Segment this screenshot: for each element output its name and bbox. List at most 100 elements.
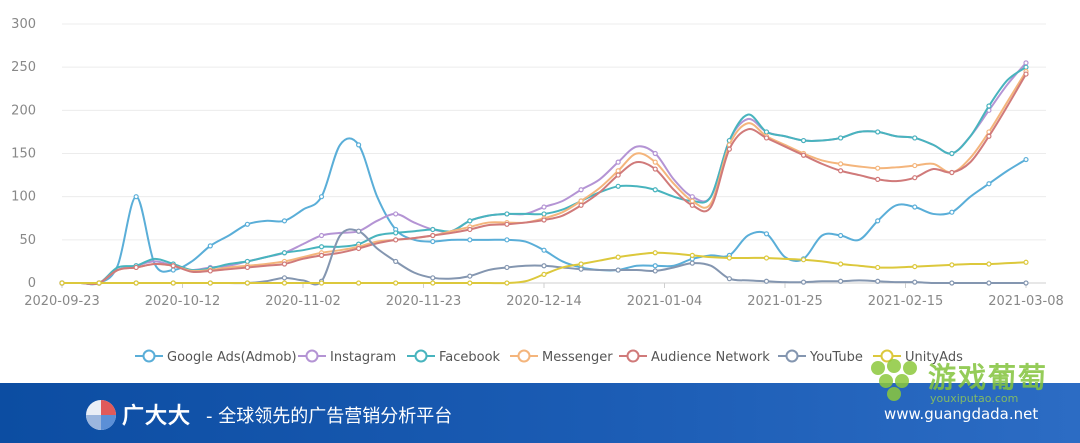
data-point-youtube — [689, 260, 695, 266]
data-point-google-ads-admob — [986, 181, 992, 187]
y-tick-label: 100 — [11, 190, 36, 205]
legend-swatch-marker — [142, 349, 156, 363]
x-tick-label: 2021-03-08 — [988, 294, 1064, 309]
data-point-youtube — [541, 263, 547, 269]
legend-swatch-marker — [517, 349, 531, 363]
legend-label: Facebook — [439, 350, 501, 365]
data-point-google-ads-admob — [504, 237, 510, 243]
data-point-youtube — [281, 275, 288, 281]
data-point-audience-network — [652, 166, 658, 172]
data-point-audience-network — [318, 252, 325, 258]
data-point-audience-network — [949, 169, 955, 176]
data-point-google-ads-admob — [912, 204, 918, 210]
data-point-audience-network — [726, 146, 732, 152]
legend-label: Instagram — [330, 350, 396, 365]
data-point-audience-network — [615, 172, 621, 178]
data-point-facebook — [1023, 64, 1029, 70]
watermark-name: 游戏葡萄 — [928, 361, 1049, 394]
data-point-audience-network — [281, 261, 288, 267]
x-tick-label: 2021-01-04 — [627, 294, 703, 309]
data-point-unityads — [652, 250, 658, 256]
legend-label: Audience Network — [651, 350, 770, 365]
data-point-youtube — [356, 228, 362, 234]
data-point-unityads — [689, 252, 695, 258]
y-tick-label: 200 — [11, 103, 36, 118]
data-point-google-ads-admob — [170, 267, 176, 273]
data-point-google-ads-admob — [356, 142, 362, 148]
x-tick-label: 2021-01-25 — [747, 294, 823, 309]
legend-swatch-marker — [880, 349, 894, 363]
data-point-facebook — [615, 183, 621, 189]
data-point-unityads — [393, 280, 399, 286]
data-point-google-ads-admob — [838, 232, 844, 239]
data-point-instagram — [393, 211, 399, 217]
data-point-unityads — [207, 280, 213, 286]
data-point-youtube — [949, 280, 955, 286]
data-point-audience-network — [244, 264, 250, 271]
data-point-messenger — [838, 161, 844, 167]
watermark-sub: youxiputao.com — [930, 392, 1019, 405]
data-point-unityads — [356, 280, 362, 286]
data-point-unityads — [133, 280, 139, 286]
data-point-google-ads-admob — [949, 209, 955, 215]
data-point-facebook — [318, 244, 325, 250]
data-point-youtube — [652, 268, 658, 274]
legend-label: Google Ads(Admob) — [167, 350, 297, 365]
data-point-facebook — [912, 135, 918, 141]
data-point-audience-network — [838, 168, 844, 174]
y-tick-label: 250 — [11, 60, 36, 75]
data-point-facebook — [244, 258, 250, 265]
data-point-google-ads-admob — [541, 247, 547, 253]
data-point-unityads — [244, 280, 250, 286]
data-point-youtube — [615, 267, 621, 273]
data-point-audience-network — [986, 133, 992, 139]
data-point-unityads — [281, 280, 288, 286]
data-point-instagram — [578, 187, 584, 193]
data-point-facebook — [281, 250, 288, 256]
data-point-unityads — [96, 280, 102, 286]
data-point-facebook — [393, 230, 399, 236]
data-point-youtube — [578, 266, 584, 272]
data-point-facebook — [986, 103, 992, 109]
data-point-audience-network — [578, 202, 584, 208]
data-point-messenger — [578, 198, 584, 204]
data-point-instagram — [615, 159, 621, 165]
data-point-unityads — [318, 280, 325, 286]
y-tick-label: 150 — [11, 147, 36, 162]
x-tick-label: 2020-12-14 — [506, 294, 582, 309]
data-point-audience-network — [356, 245, 362, 252]
data-point-youtube — [393, 258, 399, 265]
data-point-instagram — [689, 194, 695, 200]
data-point-facebook — [838, 135, 844, 141]
data-point-google-ads-admob — [763, 231, 770, 237]
data-point-unityads — [59, 280, 65, 286]
data-point-unityads — [430, 280, 436, 286]
data-point-unityads — [504, 280, 510, 286]
x-tick-label: 2020-10-12 — [145, 294, 221, 309]
x-tick-label: 2020-11-23 — [386, 294, 462, 309]
data-point-messenger — [912, 162, 918, 169]
data-point-instagram — [541, 204, 547, 210]
data-point-youtube — [912, 279, 918, 285]
data-point-youtube — [504, 264, 510, 271]
data-point-messenger — [875, 165, 881, 171]
data-point-audience-network — [763, 135, 770, 141]
data-point-unityads — [800, 257, 807, 263]
data-point-youtube — [838, 278, 844, 284]
data-point-audience-network — [133, 264, 139, 271]
data-point-audience-network — [541, 217, 547, 223]
legend-label: UnityAds — [905, 350, 963, 365]
data-point-audience-network — [393, 237, 399, 243]
data-point-google-ads-admob — [875, 218, 881, 224]
brand-url[interactable]: www.guangdada.net — [884, 405, 1039, 423]
data-point-audience-network — [430, 232, 436, 239]
data-point-youtube — [1023, 280, 1029, 286]
data-point-facebook — [875, 129, 881, 135]
data-point-google-ads-admob — [652, 263, 658, 269]
data-point-messenger — [689, 198, 695, 204]
data-point-messenger — [615, 168, 621, 174]
data-point-google-ads-admob — [1023, 156, 1029, 163]
data-point-unityads — [615, 254, 621, 260]
guangdada-logo-icon — [86, 400, 116, 430]
legend-swatch-marker — [785, 349, 799, 363]
